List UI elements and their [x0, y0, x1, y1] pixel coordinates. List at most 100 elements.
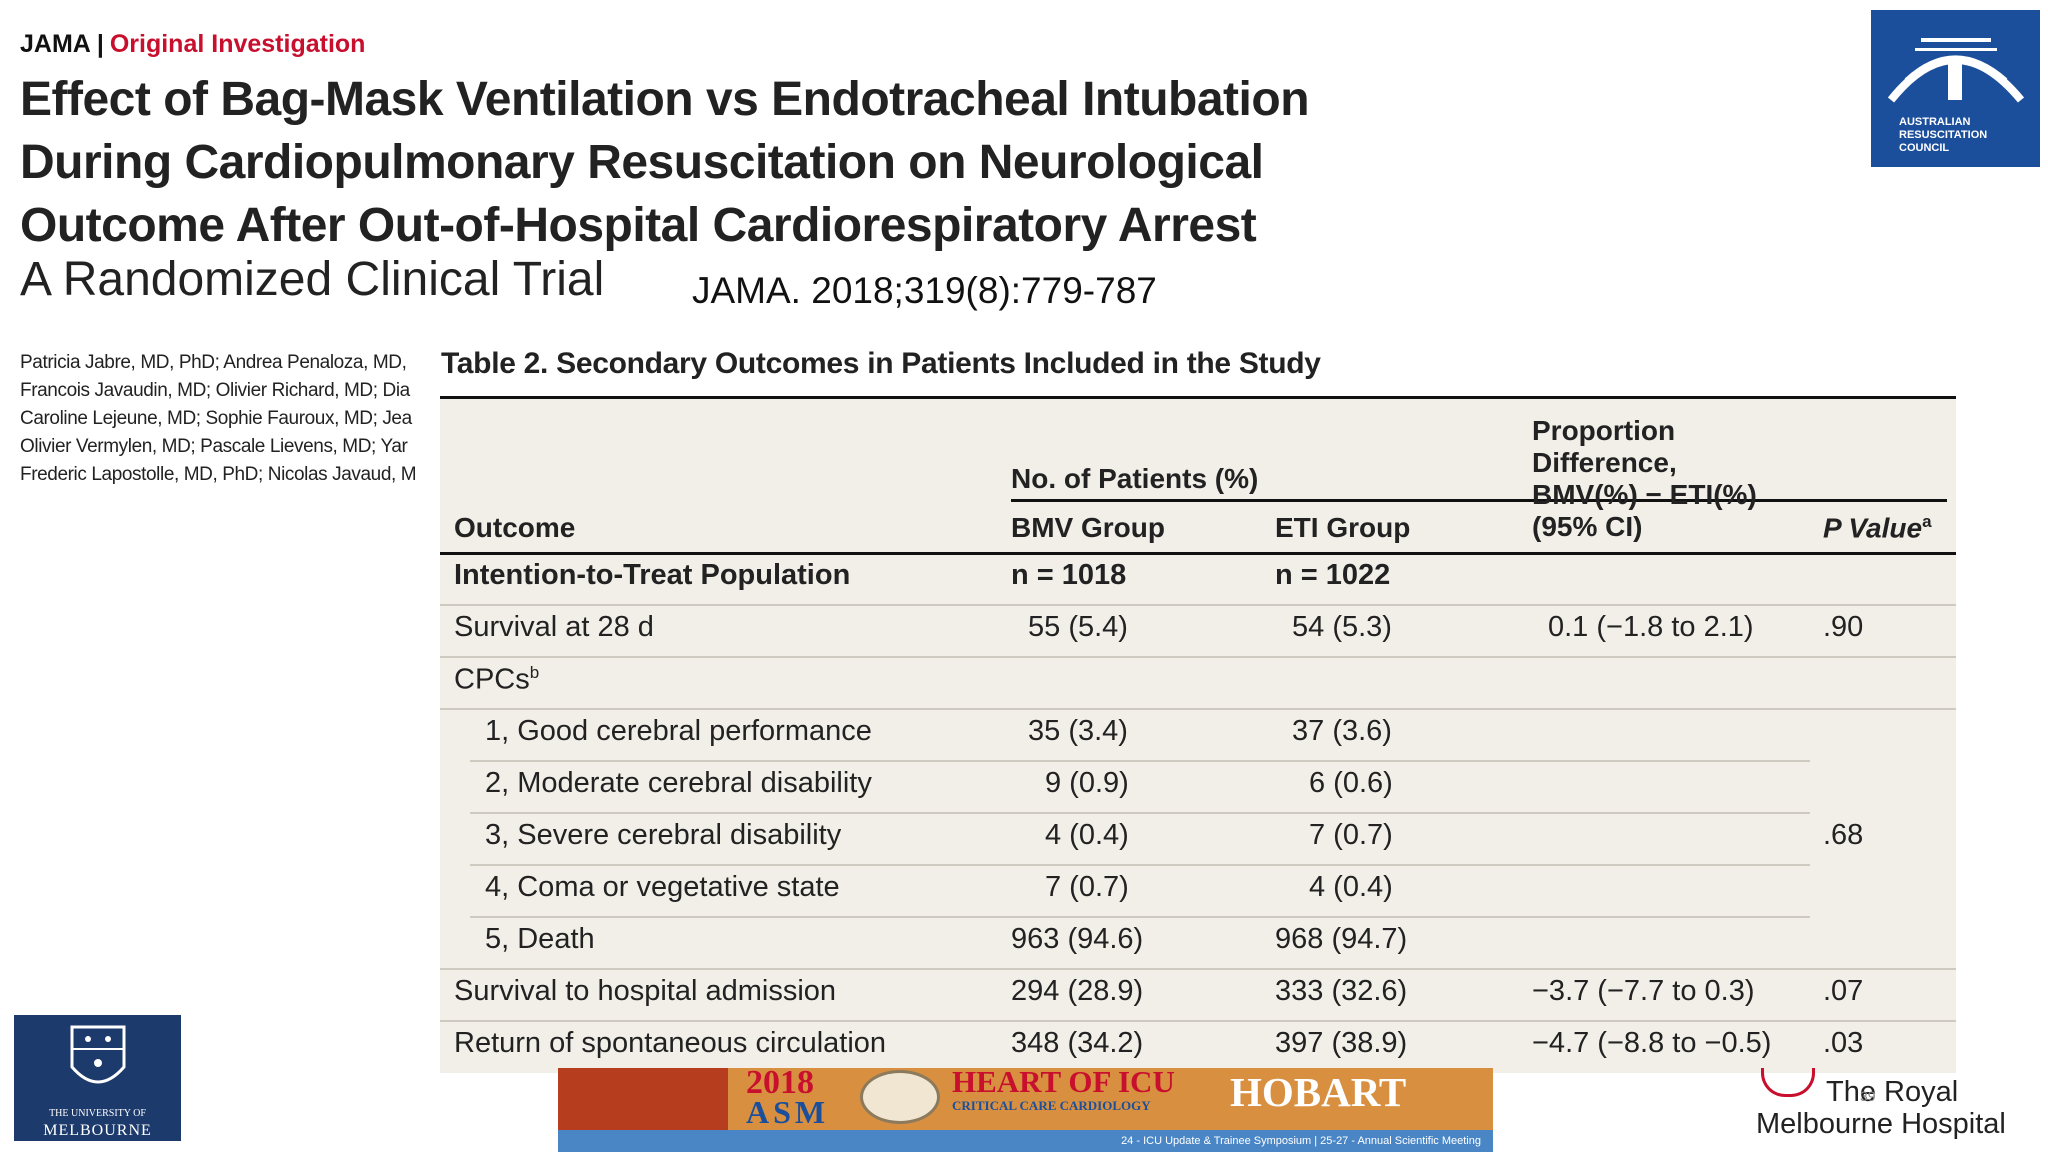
banner-subtitle: CRITICAL CARE CARDIOLOGY	[952, 1098, 1151, 1113]
cpc-footnote: b	[529, 663, 540, 682]
admission-p: .07	[1823, 975, 1864, 1007]
col-header-outcome: Outcome	[454, 512, 576, 543]
title-line: Outcome After Out-of-Hospital Cardioresp…	[20, 199, 1257, 252]
outcomes-table: No. of Patients (%) Outcome BMV Group ET…	[440, 396, 1956, 1073]
col-header-diff-line: Difference,	[1532, 447, 1677, 478]
row-divider	[440, 656, 1956, 658]
melbourne-logo: THE UNIVERSITY OF MELBOURNE	[14, 1015, 181, 1141]
author-line: Frederic Lapostolle, MD, PhD; Nicolas Ja…	[20, 464, 417, 485]
p-value-label: P Value	[1823, 512, 1923, 544]
cpc-row-eti: 968 (94.7)	[1275, 923, 1408, 955]
cpc-row-eti: 6 (0.6)	[1309, 767, 1393, 799]
col-header-diff-line: Proportion	[1532, 415, 1676, 446]
cpc-row-bmv: 7 (0.7)	[1045, 871, 1129, 903]
banner-city: HOBART	[1230, 1069, 1407, 1115]
col-header-diff-line: BMV(%) − ETI(%)	[1532, 479, 1757, 510]
cpc-row-eti: 37 (3.6)	[1292, 715, 1392, 747]
rosc-diff: −4.7 (−8.8 to −0.5)	[1532, 1027, 1772, 1059]
cpc-row-eti: 4 (0.4)	[1309, 871, 1393, 903]
page-number: 39	[1860, 1088, 1876, 1104]
survival28-bmv: 55 (5.4)	[1028, 611, 1128, 643]
group-header: No. of Patients (%)	[1011, 463, 1259, 494]
row-divider	[470, 916, 1810, 918]
banner-title: HEART OF ICU	[952, 1068, 1175, 1099]
p-value-footnote: a	[1922, 512, 1932, 531]
conference-banner: 2018 ASM HEART OF ICU CRITICAL CARE CARD…	[558, 1068, 1493, 1152]
header-rule	[440, 552, 1956, 555]
survival28-label: Survival at 28 d	[454, 611, 654, 643]
rmh-crest-icon	[1761, 1068, 1815, 1097]
survival28-diff: 0.1 (−1.8 to 2.1)	[1548, 611, 1754, 643]
admission-diff: −3.7 (−7.7 to 0.3)	[1532, 975, 1755, 1007]
survival28-p: .90	[1823, 611, 1864, 643]
seal-icon	[860, 1070, 940, 1124]
itt-eti: n = 1022	[1275, 559, 1391, 591]
rosc-label: Return of spontaneous circulation	[454, 1027, 887, 1059]
cpc-row-label: 1, Good cerebral performance	[485, 715, 872, 747]
cpc-row-label: 5, Death	[485, 923, 595, 955]
author-line: Caroline Lejeune, MD; Sophie Fauroux, MD…	[20, 408, 412, 429]
row-divider	[440, 708, 1956, 710]
banner-asm: ASM	[746, 1094, 830, 1130]
table-caption: Table 2. Secondary Outcomes in Patients …	[441, 347, 1321, 380]
cpc-row-label: 2, Moderate cerebral disability	[485, 767, 872, 799]
journal-section: Original Investigation	[109, 30, 366, 58]
rmh-line1: The Royal	[1826, 1076, 1959, 1108]
cpc-row-label: 3, Severe cerebral disability	[485, 819, 842, 851]
author-line: Olivier Vermylen, MD; Pascale Lievens, M…	[20, 436, 408, 457]
survival28-eti: 54 (5.3)	[1292, 611, 1392, 643]
admission-eti: 333 (32.6)	[1275, 975, 1408, 1007]
cpc-row-bmv: 35 (3.4)	[1028, 715, 1128, 747]
admission-label: Survival to hospital admission	[454, 975, 837, 1007]
group-header-rule	[1011, 499, 1947, 502]
row-divider	[470, 760, 1810, 762]
journal-name: JAMA	[20, 30, 91, 58]
row-divider	[470, 812, 1810, 814]
row-divider	[440, 968, 1956, 970]
rmh-line2: Melbourne Hospital	[1756, 1108, 2006, 1140]
arc-text-line: COUNCIL	[1899, 142, 1950, 154]
title-line: Effect of Bag-Mask Ventilation vs Endotr…	[20, 73, 1310, 126]
arc-text-line: RESUSCITATION	[1899, 129, 1988, 141]
article-title: Effect of Bag-Mask Ventilation vs Endotr…	[20, 68, 1320, 257]
row-divider	[470, 864, 1810, 866]
col-header-p-value: P Valuea	[1823, 512, 1932, 544]
cpc-row-bmv: 4 (0.4)	[1045, 819, 1129, 851]
itt-label: Intention-to-Treat Population	[454, 559, 851, 591]
banner-strip-text: 24 - ICU Update & Trainee Symposium | 25…	[1121, 1135, 1481, 1147]
title-line: During Cardiopulmonary Resuscitation on …	[20, 136, 1264, 189]
arc-wordmark: AUSTRALIAN RESUSCITATION COUNCIL	[1899, 116, 1987, 155]
author-list: Patricia Jabre, MD, PhD; Andrea Penaloza…	[20, 349, 428, 489]
admission-bmv: 294 (28.9)	[1011, 975, 1144, 1007]
journal-separator: |	[96, 30, 104, 58]
row-divider	[440, 1020, 1956, 1022]
melbourne-top-text: THE UNIVERSITY OF	[49, 1108, 146, 1119]
cpc-row-bmv: 9 (0.9)	[1045, 767, 1129, 799]
arc-text-line: AUSTRALIAN	[1899, 116, 1971, 128]
arc-logo: AUSTRALIAN RESUSCITATION COUNCIL	[1871, 10, 2040, 167]
melbourne-main-text: MELBOURNE	[43, 1122, 152, 1139]
rosc-bmv: 348 (34.2)	[1011, 1027, 1144, 1059]
cpc-header: CPCsb	[454, 663, 539, 697]
melbourne-crest-icon	[70, 1025, 126, 1084]
cpc-p: .68	[1823, 819, 1864, 851]
banner-strip: 24 - ICU Update & Trainee Symposium | 25…	[558, 1130, 1493, 1152]
arc-emblem-icon	[1887, 38, 2025, 103]
author-line: Francois Javaudin, MD; Olivier Richard, …	[20, 380, 410, 401]
rosc-p: .03	[1823, 1027, 1864, 1059]
author-line: Patricia Jabre, MD, PhD; Andrea Penaloza…	[20, 352, 407, 373]
col-header-eti: ETI Group	[1275, 512, 1411, 543]
citation: JAMA. 2018;319(8):779-787	[692, 270, 1157, 311]
itt-bmv: n = 1018	[1011, 559, 1127, 591]
banner-year: 2018	[746, 1068, 814, 1101]
article-subtitle: A Randomized Clinical Trial	[20, 253, 605, 306]
col-header-bmv: BMV Group	[1011, 512, 1165, 543]
row-divider	[440, 604, 1956, 606]
journal-header: JAMA | Original Investigation	[20, 30, 365, 59]
rmh-logo: The Royal Melbourne Hospital	[1756, 1068, 2016, 1148]
cpc-row-bmv: 963 (94.6)	[1011, 923, 1144, 955]
banner-heart-graphic	[558, 1068, 728, 1138]
col-header-diff-line: (95% CI)	[1532, 511, 1643, 542]
cpc-label: CPCs	[454, 663, 530, 696]
rosc-eti: 397 (38.9)	[1275, 1027, 1408, 1059]
